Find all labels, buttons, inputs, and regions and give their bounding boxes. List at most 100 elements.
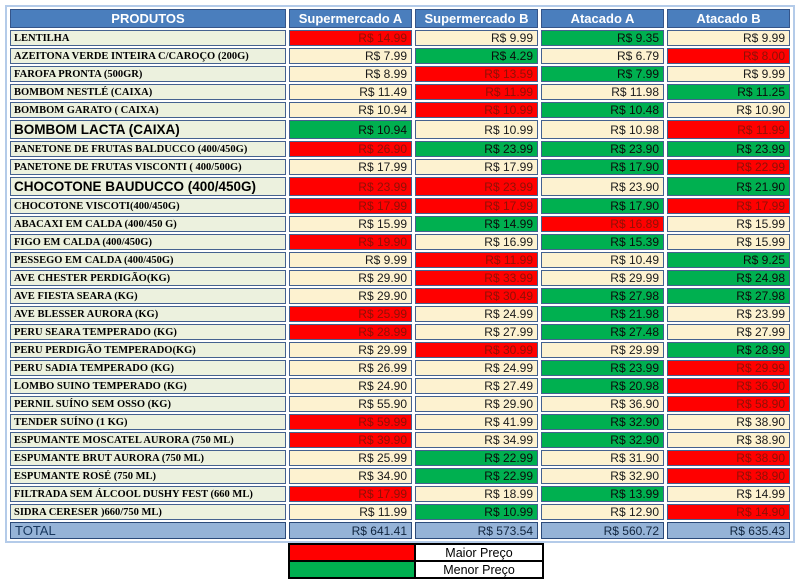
total-label[interactable]: TOTAL <box>10 522 286 539</box>
price-cell[interactable]: R$ 39.90 <box>289 432 412 448</box>
price-cell[interactable]: R$ 23.90 <box>541 177 664 196</box>
price-cell[interactable]: R$ 41.99 <box>415 414 538 430</box>
price-cell[interactable]: R$ 18.99 <box>415 486 538 502</box>
price-cell[interactable]: R$ 24.99 <box>415 306 538 322</box>
product-cell[interactable]: PANETONE DE FRUTAS BALDUCCO (400/450G) <box>10 141 286 157</box>
price-cell[interactable]: R$ 10.98 <box>541 120 664 139</box>
price-cell[interactable]: R$ 9.99 <box>667 30 790 46</box>
header-atacado-b[interactable]: Atacado B <box>667 9 790 28</box>
price-cell[interactable]: R$ 9.35 <box>541 30 664 46</box>
product-cell[interactable]: CHOCOTONE VISCOTI(400/450G) <box>10 198 286 214</box>
price-cell[interactable]: R$ 10.99 <box>415 102 538 118</box>
price-cell[interactable]: R$ 11.99 <box>667 120 790 139</box>
price-cell[interactable]: R$ 19.90 <box>289 234 412 250</box>
product-cell[interactable]: PERNIL SUÍNO SEM OSSO (KG) <box>10 396 286 412</box>
price-cell[interactable]: R$ 17.90 <box>541 198 664 214</box>
price-cell[interactable]: R$ 9.99 <box>667 66 790 82</box>
header-atacado-a[interactable]: Atacado A <box>541 9 664 28</box>
total-supermercado-b[interactable]: R$ 573.54 <box>415 522 538 539</box>
product-cell[interactable]: AVE FIESTA SEARA (KG) <box>10 288 286 304</box>
price-cell[interactable]: R$ 31.90 <box>541 450 664 466</box>
product-cell[interactable]: FAROFA PRONTA (500GR) <box>10 66 286 82</box>
price-cell[interactable]: R$ 14.99 <box>289 30 412 46</box>
price-cell[interactable]: R$ 17.99 <box>289 486 412 502</box>
price-cell[interactable]: R$ 10.94 <box>289 120 412 139</box>
price-cell[interactable]: R$ 6.79 <box>541 48 664 64</box>
product-cell[interactable]: PESSEGO EM CALDA (400/450G) <box>10 252 286 268</box>
price-cell[interactable]: R$ 38.90 <box>667 450 790 466</box>
product-cell[interactable]: ABACAXI EM CALDA (400/450 G) <box>10 216 286 232</box>
product-cell[interactable]: PERU SADIA TEMPERADO (KG) <box>10 360 286 376</box>
price-cell[interactable]: R$ 12.90 <box>541 504 664 520</box>
price-cell[interactable]: R$ 23.99 <box>415 177 538 196</box>
price-cell[interactable]: R$ 29.99 <box>667 360 790 376</box>
price-cell[interactable]: R$ 4.29 <box>415 48 538 64</box>
price-cell[interactable]: R$ 34.99 <box>415 432 538 448</box>
product-cell[interactable]: AVE BLESSER AURORA (KG) <box>10 306 286 322</box>
price-cell[interactable]: R$ 23.99 <box>415 141 538 157</box>
product-cell[interactable]: LOMBO SUINO TEMPERADO (KG) <box>10 378 286 394</box>
price-cell[interactable]: R$ 22.99 <box>415 450 538 466</box>
price-cell[interactable]: R$ 24.90 <box>289 378 412 394</box>
product-cell[interactable]: BOMBOM NESTLÉ (CAIXA) <box>10 84 286 100</box>
price-cell[interactable]: R$ 32.90 <box>541 468 664 484</box>
price-cell[interactable]: R$ 27.48 <box>541 324 664 340</box>
price-cell[interactable]: R$ 10.94 <box>289 102 412 118</box>
price-cell[interactable]: R$ 26.90 <box>289 141 412 157</box>
price-cell[interactable]: R$ 15.99 <box>667 234 790 250</box>
price-cell[interactable]: R$ 24.98 <box>667 270 790 286</box>
price-cell[interactable]: R$ 30.99 <box>415 342 538 358</box>
price-cell[interactable]: R$ 10.90 <box>667 102 790 118</box>
price-cell[interactable]: R$ 11.99 <box>415 252 538 268</box>
price-cell[interactable]: R$ 11.99 <box>415 84 538 100</box>
product-cell[interactable]: BOMBOM GARATO ( CAIXA) <box>10 102 286 118</box>
price-cell[interactable]: R$ 38.90 <box>667 432 790 448</box>
price-cell[interactable]: R$ 14.99 <box>415 216 538 232</box>
total-atacado-b[interactable]: R$ 635.43 <box>667 522 790 539</box>
product-cell[interactable]: LENTILHA <box>10 30 286 46</box>
price-cell[interactable]: R$ 23.99 <box>667 306 790 322</box>
price-cell[interactable]: R$ 9.99 <box>415 30 538 46</box>
price-cell[interactable]: R$ 11.49 <box>289 84 412 100</box>
price-cell[interactable]: R$ 38.90 <box>667 414 790 430</box>
price-cell[interactable]: R$ 20.98 <box>541 378 664 394</box>
price-cell[interactable]: R$ 22.99 <box>415 468 538 484</box>
price-cell[interactable]: R$ 10.99 <box>415 120 538 139</box>
header-supermercado-a[interactable]: Supermercado A <box>289 9 412 28</box>
price-cell[interactable]: R$ 17.99 <box>415 159 538 175</box>
price-cell[interactable]: R$ 9.25 <box>667 252 790 268</box>
price-cell[interactable]: R$ 30.49 <box>415 288 538 304</box>
price-cell[interactable]: R$ 7.99 <box>289 48 412 64</box>
price-cell[interactable]: R$ 15.39 <box>541 234 664 250</box>
price-cell[interactable]: R$ 29.90 <box>289 270 412 286</box>
price-cell[interactable]: R$ 23.99 <box>667 141 790 157</box>
header-produtos[interactable]: PRODUTOS <box>10 9 286 28</box>
price-cell[interactable]: R$ 29.99 <box>541 342 664 358</box>
price-cell[interactable]: R$ 15.99 <box>289 216 412 232</box>
product-cell[interactable]: SIDRA CERESER )660/750 ML) <box>10 504 286 520</box>
product-cell[interactable]: AZEITONA VERDE INTEIRA C/CAROÇO (200G) <box>10 48 286 64</box>
product-cell[interactable]: ESPUMANTE ROSÉ (750 ML) <box>10 468 286 484</box>
price-cell[interactable]: R$ 16.99 <box>415 234 538 250</box>
price-cell[interactable]: R$ 38.90 <box>667 468 790 484</box>
price-cell[interactable]: R$ 10.49 <box>541 252 664 268</box>
price-cell[interactable]: R$ 23.90 <box>541 141 664 157</box>
product-cell[interactable]: PERU PERDIGÃO TEMPERADO(KG) <box>10 342 286 358</box>
price-cell[interactable]: R$ 13.99 <box>541 486 664 502</box>
price-cell[interactable]: R$ 27.99 <box>667 324 790 340</box>
price-cell[interactable]: R$ 10.99 <box>415 504 538 520</box>
price-cell[interactable]: R$ 29.99 <box>289 342 412 358</box>
price-cell[interactable]: R$ 23.99 <box>541 360 664 376</box>
price-cell[interactable]: R$ 25.99 <box>289 306 412 322</box>
product-cell[interactable]: PERU SEARA TEMPERADO (KG) <box>10 324 286 340</box>
price-cell[interactable]: R$ 32.90 <box>541 414 664 430</box>
price-cell[interactable]: R$ 17.99 <box>415 198 538 214</box>
price-cell[interactable]: R$ 29.99 <box>541 270 664 286</box>
price-cell[interactable]: R$ 14.99 <box>667 486 790 502</box>
price-cell[interactable]: R$ 7.99 <box>541 66 664 82</box>
price-cell[interactable]: R$ 9.99 <box>289 252 412 268</box>
price-cell[interactable]: R$ 29.90 <box>415 396 538 412</box>
price-cell[interactable]: R$ 17.99 <box>289 198 412 214</box>
price-cell[interactable]: R$ 8.99 <box>289 66 412 82</box>
product-cell[interactable]: ESPUMANTE BRUT AURORA (750 ML) <box>10 450 286 466</box>
